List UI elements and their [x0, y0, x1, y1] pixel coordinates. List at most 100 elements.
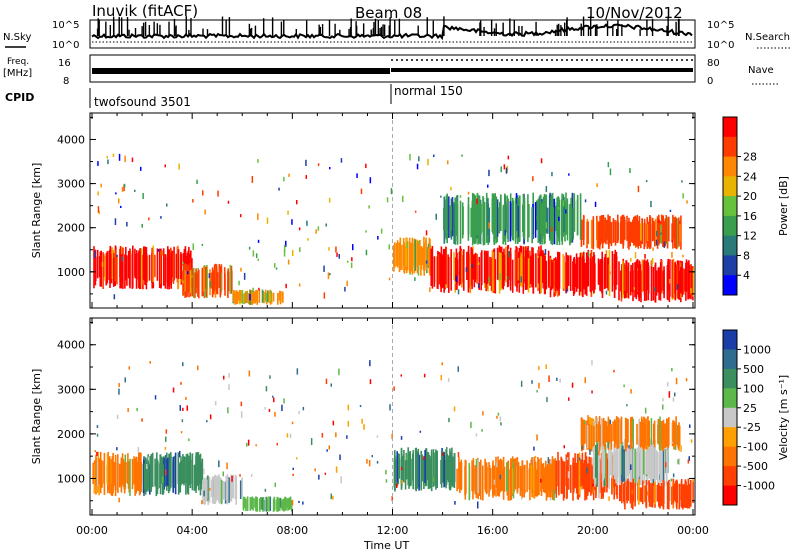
heatmap-cell	[201, 459, 203, 484]
heatmap-speck	[285, 240, 287, 247]
heatmap-cell	[662, 419, 665, 452]
heatmap-cell	[451, 456, 454, 481]
heatmap-cell	[652, 423, 655, 444]
heatmap-cell	[683, 485, 686, 507]
heatmap-cell	[272, 498, 275, 512]
heatmap-speck	[644, 407, 647, 414]
heatmap-cell	[630, 222, 632, 243]
colorbar-tick-label: -1000	[743, 480, 775, 493]
heatmap-cell	[519, 465, 522, 496]
heatmap-cell	[576, 257, 579, 289]
heatmap-cell	[448, 256, 450, 293]
heatmap-speck	[419, 430, 422, 433]
heatmap-speck	[116, 447, 118, 451]
heatmap-cell	[644, 222, 646, 247]
colorbar-swatch	[723, 330, 737, 350]
heatmap-cell	[506, 245, 509, 288]
heatmap-speck	[329, 273, 331, 276]
heatmap-cell	[541, 201, 544, 239]
heatmap-cell	[216, 272, 219, 295]
heatmap-cell	[232, 479, 234, 497]
nsky-trace	[91, 16, 693, 43]
heatmap-speck	[665, 462, 667, 468]
heatmap-speck	[272, 395, 274, 398]
heatmap-speck	[257, 213, 259, 221]
heatmap-speck	[302, 501, 304, 505]
heatmap-cell	[536, 469, 538, 497]
heatmap-cell	[410, 242, 413, 272]
heatmap-cell	[189, 270, 192, 294]
heatmap-speck	[457, 289, 460, 295]
heatmap-cell	[566, 204, 569, 241]
x-tick-label: 12:00	[377, 524, 409, 537]
heatmap-speck	[274, 263, 276, 268]
heatmap-speck	[476, 198, 478, 205]
heatmap-speck	[662, 404, 664, 410]
heatmap-speck	[339, 454, 341, 461]
colorbar-tick-label: 16	[743, 210, 757, 223]
heatmap-speck	[467, 191, 470, 195]
heatmap-cell	[583, 460, 586, 490]
heatmap-speck	[414, 277, 416, 281]
heatmap-cell	[676, 264, 679, 299]
heatmap-cell	[573, 200, 576, 232]
heatmap-speck	[240, 411, 243, 418]
heatmap-cell	[596, 442, 598, 487]
heatmap-speck	[581, 485, 583, 490]
heatmap-cell	[453, 453, 456, 488]
heatmap-speck	[377, 236, 379, 240]
heatmap-cell	[470, 247, 472, 280]
heatmap-speck	[591, 390, 593, 394]
heatmap-speck	[654, 440, 656, 445]
heatmap-speck	[203, 490, 205, 497]
heatmap-cell	[531, 207, 533, 244]
heatmap-cell	[129, 458, 131, 496]
colorbar-tick-label: 1000	[743, 343, 771, 356]
heatmap-speck	[107, 159, 109, 165]
heatmap-cell	[656, 484, 659, 502]
heatmap-speck	[448, 417, 450, 423]
heatmap-cell	[673, 483, 676, 501]
heatmap-cell	[643, 450, 646, 477]
heatmap-cell	[637, 268, 639, 292]
heatmap-cell	[471, 192, 474, 246]
heatmap-cell	[596, 220, 598, 247]
heatmap-speck	[459, 195, 462, 198]
heatmap-cell	[511, 468, 514, 494]
heatmap-cell	[529, 463, 531, 501]
heatmap-cell	[454, 257, 457, 282]
heatmap-cell	[664, 218, 667, 247]
heatmap-speck	[607, 441, 609, 448]
colorbar-swatch	[723, 446, 737, 467]
sky-ytick-top: 10^5	[52, 20, 79, 31]
heatmap-cell	[611, 251, 614, 292]
heatmap-speck	[327, 272, 330, 280]
heatmap-cell	[255, 499, 258, 512]
colorbar-tick-label: 24	[743, 170, 757, 183]
heatmap-speck	[289, 433, 292, 439]
heatmap-cell	[134, 248, 136, 277]
heatmap-speck	[97, 191, 99, 196]
heatmap-speck	[663, 241, 666, 248]
heatmap-cell	[256, 499, 259, 512]
freq-unit-label: [MHz]	[3, 68, 32, 79]
heatmap-cell	[592, 217, 595, 250]
nsky-label: N.Sky	[3, 32, 31, 43]
heatmap-cell	[160, 456, 163, 484]
heatmap-cell	[604, 444, 607, 487]
heatmap-cell	[272, 292, 275, 302]
heatmap-cell	[467, 207, 470, 235]
heatmap-cell	[500, 252, 502, 291]
heatmap-speck	[477, 501, 479, 509]
heatmap-cell	[521, 254, 523, 288]
heatmap-cell	[565, 192, 567, 235]
heatmap-speck	[425, 230, 428, 236]
heatmap-cell	[211, 267, 214, 298]
heatmap-speck	[296, 200, 298, 205]
heatmap-cell	[582, 419, 585, 448]
heatmap-cell	[682, 485, 684, 505]
heatmap-cell	[634, 262, 636, 298]
heatmap-cell	[587, 249, 590, 287]
heatmap-cell	[482, 206, 485, 243]
heatmap-speck	[551, 227, 553, 232]
